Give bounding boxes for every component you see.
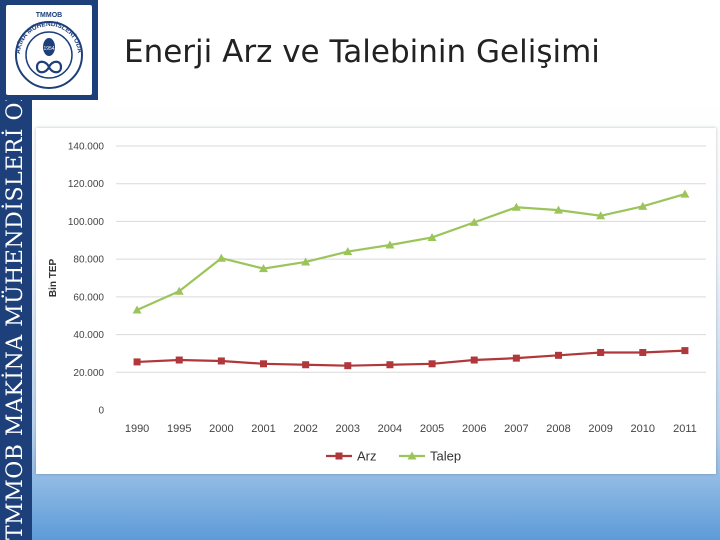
- data-point-arz: [260, 360, 267, 368]
- data-point-arz: [681, 347, 689, 355]
- logo-emblem: MAKİNA MÜHENDİSLERİ ODASI TMMOB 1954: [3, 0, 92, 95]
- y-axis-label: Bin TEP: [48, 259, 59, 298]
- logo-seal-icon: MAKİNA MÜHENDİSLERİ ODASI TMMOB 1954: [3, 0, 83, 89]
- data-point-talep: [638, 201, 648, 210]
- x-tick-label: 2006: [462, 423, 486, 435]
- slide-title: Enerji Arz ve Talebinin Gelişimi: [124, 34, 600, 70]
- data-point-talep: [680, 189, 690, 198]
- data-point-arz: [470, 356, 478, 364]
- legend-marker-talep: [407, 451, 417, 460]
- data-point-talep: [259, 264, 268, 273]
- line-chart: 0 20.000 40.000 60.000 80.000 100.000 120.000 1…: [48, 142, 706, 464]
- data-point-arz: [555, 351, 562, 359]
- side-banner-text: TMMOB MAKİNA MÜHENDİSLERİ ODASI: [3, 42, 28, 540]
- x-tick-label: 2001: [251, 423, 275, 435]
- x-tick-labels: 1990 1995 2000 2001 2002 2003 2004 2005 2006 2007…: [125, 423, 697, 435]
- legend-label-arz: Arz: [357, 449, 377, 464]
- x-tick-label: 2010: [631, 423, 655, 435]
- series-line-arz: [137, 349, 685, 367]
- data-point-arz: [344, 362, 352, 370]
- infinity-icon: [35, 60, 63, 74]
- logo-top-text: TMMOB: [36, 12, 62, 19]
- grid-lines: [116, 145, 706, 373]
- x-tick-label: 2009: [588, 423, 612, 435]
- data-point-talep: [174, 286, 184, 295]
- data-point-arz: [133, 358, 141, 366]
- y-tick-label: 0: [98, 406, 104, 417]
- y-tick-label: 100.000: [68, 217, 105, 228]
- series-line-talep: [136, 193, 686, 312]
- legend-marker-arz: [335, 452, 343, 460]
- y-tick-label: 40.000: [73, 330, 104, 341]
- x-tick-label: 2002: [293, 423, 317, 435]
- y-tick-label: 140.000: [68, 142, 105, 153]
- series-markers: [132, 189, 690, 370]
- data-point-talep: [301, 257, 311, 266]
- data-point-talep: [511, 202, 521, 211]
- x-tick-label: 2007: [504, 423, 528, 435]
- data-point-arz: [512, 354, 520, 362]
- legend: Arz Talep: [326, 449, 461, 464]
- legend-label-talep: Talep: [430, 449, 461, 464]
- data-point-arz: [639, 348, 647, 356]
- data-point-arz: [428, 360, 436, 368]
- x-tick-label: 1990: [125, 423, 149, 435]
- logo-year-text: 1954: [43, 46, 54, 52]
- data-point-arz: [217, 357, 225, 365]
- y-tick-label: 80.000: [73, 255, 104, 266]
- x-tick-label: 2005: [420, 423, 444, 435]
- x-tick-label: 2011: [673, 423, 697, 435]
- data-point-talep: [469, 217, 479, 226]
- x-tick-label: 2000: [209, 423, 233, 435]
- chart-panel: 0 20.000 40.000 60.000 80.000 100.000 120.000 1…: [36, 128, 716, 474]
- y-tick-labels: 0 20.000 40.000 60.000 80.000 100.000 120.000 1…: [68, 142, 105, 417]
- data-point-arz: [386, 361, 394, 369]
- data-point-talep: [596, 211, 606, 220]
- y-tick-label: 60.000: [73, 292, 104, 303]
- x-tick-label: 2003: [336, 423, 360, 435]
- tmmob-logo: MAKİNA MÜHENDİSLERİ ODASI TMMOB 1954: [0, 0, 98, 100]
- data-point-arz: [597, 348, 605, 356]
- y-tick-label: 20.000: [73, 368, 104, 379]
- x-tick-label: 1995: [167, 423, 191, 435]
- data-point-talep: [554, 205, 563, 214]
- data-point-arz: [175, 356, 183, 364]
- data-point-talep: [385, 240, 395, 249]
- y-tick-label: 120.000: [68, 179, 105, 190]
- series-lines: [136, 193, 686, 367]
- data-point-arz: [302, 361, 310, 369]
- data-point-talep: [216, 253, 226, 262]
- data-point-talep: [427, 232, 437, 241]
- x-tick-label: 2008: [546, 423, 570, 435]
- data-point-talep: [132, 305, 142, 314]
- x-tick-label: 2004: [378, 423, 402, 435]
- data-point-talep: [343, 247, 353, 256]
